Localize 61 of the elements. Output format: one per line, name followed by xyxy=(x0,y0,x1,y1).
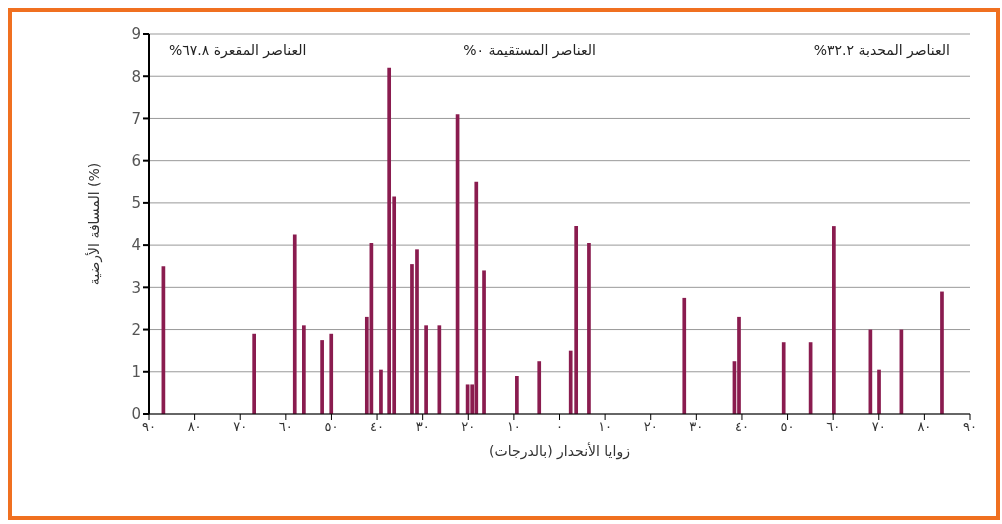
x-tick-label: ٩٠ xyxy=(142,419,156,435)
bar xyxy=(515,376,519,414)
bar xyxy=(877,369,881,414)
x-tick-label: ٤٠ xyxy=(734,419,749,435)
bar xyxy=(424,325,428,414)
bar xyxy=(737,316,741,414)
y-tick-label: 5 xyxy=(131,194,141,213)
y-tick-label: 7 xyxy=(131,109,141,128)
x-tick-label: ٩٠ xyxy=(963,419,977,435)
x-tick-label: ٥٠ xyxy=(780,419,795,435)
bar xyxy=(682,297,687,414)
x-tick-label: ١٠ xyxy=(506,419,521,435)
bar xyxy=(482,270,486,414)
y-tick-label: 0 xyxy=(131,405,141,424)
bar xyxy=(320,340,324,414)
x-tick-label: ٠ xyxy=(556,419,563,435)
x-tick-label: ٨٠ xyxy=(917,419,932,435)
bar xyxy=(568,350,573,414)
annotation: العناصر المستقيمة ٠% xyxy=(462,42,597,58)
bar xyxy=(415,249,419,414)
bar xyxy=(364,316,369,414)
bar xyxy=(940,291,944,414)
bar xyxy=(252,333,256,414)
x-tick-label: ٥٠ xyxy=(324,419,339,435)
y-tick-label: 1 xyxy=(131,363,141,382)
x-tick-label: ٦٠ xyxy=(278,419,293,435)
bar xyxy=(437,325,442,414)
x-tick-label: ٧٠ xyxy=(233,419,248,435)
bar xyxy=(292,234,297,414)
x-tick-label: ٧٠ xyxy=(871,419,886,435)
x-tick-label: ٢٠ xyxy=(461,419,476,435)
x-tick-label: ١٠ xyxy=(598,419,613,435)
y-tick-label: 6 xyxy=(131,151,141,170)
y-axis-title: المسافة الأرضية (%) xyxy=(84,162,103,286)
x-tick-label: ٣٠ xyxy=(415,419,430,435)
bar xyxy=(392,196,397,414)
y-tick-label: 2 xyxy=(131,320,141,339)
bar xyxy=(587,243,591,414)
bar xyxy=(574,226,579,414)
y-tick-label: 8 xyxy=(131,67,141,86)
bar xyxy=(387,67,392,414)
y-tick-label: 3 xyxy=(131,278,141,297)
bar xyxy=(302,325,306,414)
y-tick-label: 9 xyxy=(131,25,141,44)
x-tick-label: ٦٠ xyxy=(826,419,841,435)
bar xyxy=(474,181,479,414)
x-axis-title: زوايا الأنحدار (بالدرجات) xyxy=(489,442,630,460)
x-tick-label: ٢٠ xyxy=(643,419,658,435)
x-tick-label: ٣٠ xyxy=(689,419,704,435)
bar xyxy=(329,333,334,414)
bar xyxy=(379,369,383,414)
bar xyxy=(470,384,475,414)
bar xyxy=(410,264,414,414)
annotation: العناصر المحدبة ٣٢.٢% xyxy=(813,42,950,58)
bar xyxy=(537,361,542,414)
y-tick-label: 4 xyxy=(131,236,141,255)
annotation: العناصر المقعرة ٦٧.٨% xyxy=(169,42,307,58)
x-tick-label: ٤٠ xyxy=(370,419,385,435)
bar xyxy=(781,342,786,414)
bar xyxy=(832,226,836,414)
x-tick-label: ٨٠ xyxy=(187,419,202,435)
